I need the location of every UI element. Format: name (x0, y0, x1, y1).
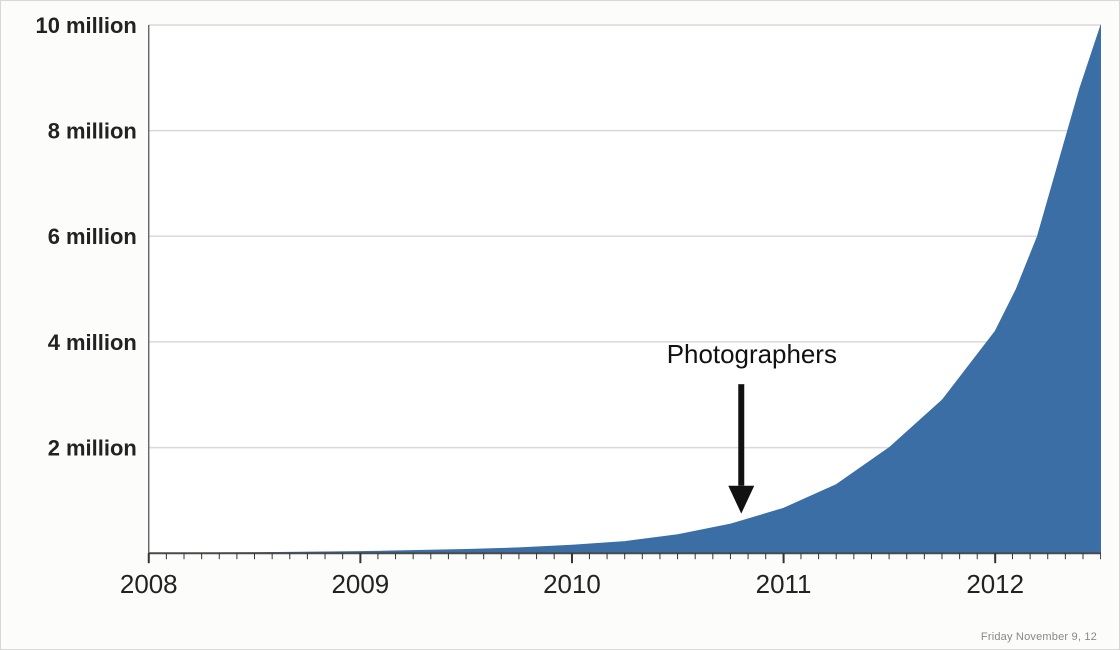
y-axis-label: 8 million (48, 119, 137, 144)
x-axis-label: 2009 (332, 571, 390, 599)
x-axis-label: 2008 (120, 571, 178, 599)
y-axis-label: 10 million (36, 15, 137, 38)
chart-frame: 2008 2009 2010 2011 2012 2 million 4 million 6… (0, 0, 1120, 650)
annotation-arrow-shaft (738, 384, 744, 486)
footer-date: Friday November 9, 12 (981, 631, 1097, 643)
y-axis-label: 2 million (48, 436, 137, 461)
area-chart: 2008 2009 2010 2011 2012 2 million 4 million 6… (19, 15, 1101, 619)
x-axis-label: 2010 (543, 571, 601, 599)
x-axis-label: 2012 (966, 571, 1024, 599)
x-axis-label: 2011 (756, 571, 812, 599)
annotation-label: Photographers (667, 341, 837, 369)
y-axis-label: 4 million (48, 330, 137, 355)
y-axis-label: 6 million (48, 224, 137, 249)
chart-container: 2008 2009 2010 2011 2012 2 million 4 million 6… (19, 15, 1101, 619)
